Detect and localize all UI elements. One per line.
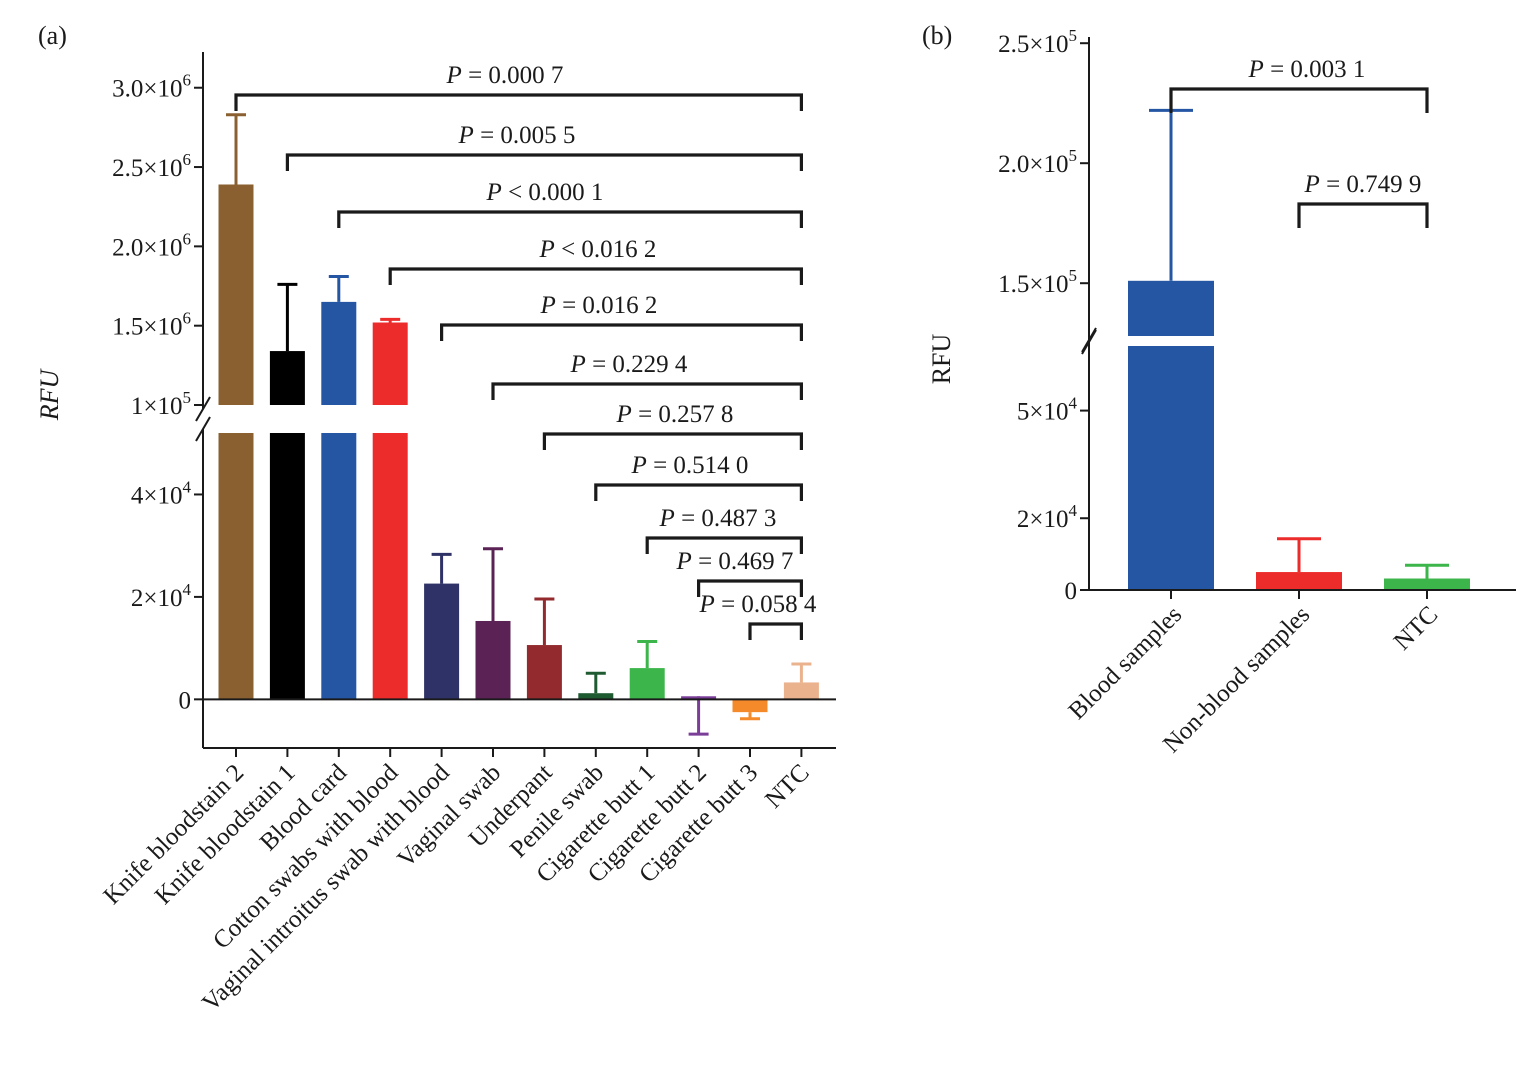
panel-a-bar	[269, 433, 305, 700]
panel-a-p-value-label: P = 0.257 8	[616, 401, 734, 428]
panel-a-significance-bracket	[388, 267, 803, 285]
panel-a-letter: (a)	[38, 21, 67, 50]
panel-b-axis-break-mark	[1081, 329, 1097, 355]
panel-a-bar	[424, 583, 460, 700]
panel-b-y-axis-title: RFU	[927, 333, 956, 384]
panel-a-y-tick-label: 2.5×106	[112, 150, 191, 182]
panel-b-significance-bracket	[1297, 202, 1429, 228]
panel-a-bar	[269, 351, 305, 405]
panel-b-x-tick-label: Blood samples	[1064, 601, 1188, 725]
panel-a-significance-bracket	[594, 483, 803, 501]
panel-a-significance-bracket	[697, 579, 803, 597]
panel-a-p-value-label: P = 0.016 2	[540, 292, 658, 319]
panel-a-bar	[475, 620, 511, 700]
panel-a-bar	[218, 184, 254, 405]
panel-b-bar	[1128, 280, 1214, 336]
panel-a-y-axis-title: RFU	[35, 368, 64, 422]
panel-a-bar	[372, 433, 408, 700]
panel-b-significance-bracket	[1169, 87, 1429, 113]
panel-a-p-value-label: P < 0.016 2	[539, 236, 657, 263]
panel-a-p-value-label: P < 0.000 1	[486, 179, 604, 206]
panel-b-axis-break-mark	[1081, 327, 1097, 353]
panel-b-bar	[1256, 572, 1342, 590]
panel-a-p-value-label: P = 0.000 7	[446, 62, 564, 89]
panel-b-p-value-label: P = 0.749 9	[1304, 171, 1422, 198]
panel-a-bar	[218, 433, 254, 700]
panel-a-p-value-label: P = 0.229 4	[570, 351, 688, 378]
panel-b-y-tick-label: 2.5×105	[998, 26, 1077, 58]
panel-a-significance-bracket	[440, 323, 803, 341]
panel-b-letter: (b)	[922, 21, 952, 50]
panel-b-p-value-label: P = 0.003 1	[1248, 56, 1366, 83]
panel-a-y-tick-label: 2.0×106	[112, 229, 191, 261]
panel-b-bar	[1384, 578, 1470, 590]
panel-b-y-tick-label: 2.0×105	[998, 146, 1077, 178]
panel-b-x-tick-label: NTC	[1389, 601, 1443, 655]
panel-a-significance-bracket	[491, 382, 803, 400]
panel-a-bar	[783, 682, 819, 700]
panel-a-bar	[321, 433, 357, 700]
panel-a-significance-bracket	[748, 622, 803, 640]
panel-b-y-tick-label: 1.5×105	[998, 266, 1077, 298]
panel-a-y-tick-label: 1×105	[131, 388, 191, 420]
panel-a-axis-break-mark	[195, 396, 211, 422]
panel-a-bar	[629, 668, 665, 700]
panel-a-p-value-label: P = 0.514 0	[631, 452, 749, 479]
panel-b-bar	[1128, 346, 1214, 590]
panel-a-significance-bracket	[542, 432, 803, 450]
panel-b-y-tick-label: 2×104	[1017, 501, 1078, 533]
panel-b-chart: 0 2×104 5×104 1.5×105 2.0×105 2.5×105 RFU Blood…	[927, 26, 1516, 758]
panel-a-significance-bracket	[234, 93, 803, 111]
panel-a-p-value-label: P = 0.058 4	[699, 591, 817, 618]
panel-a-axis-break-mark	[195, 416, 211, 442]
panel-a-p-value-label: P = 0.005 5	[458, 122, 576, 149]
panel-a-y-tick-label: 2×104	[131, 580, 192, 612]
panel-a-bar	[578, 693, 614, 700]
panel-a-significance-bracket	[645, 536, 803, 554]
panel-a-y-tick-label: 1.5×106	[112, 309, 191, 341]
panel-a-significance-bracket	[337, 210, 803, 228]
panel-a-y-tick-label: 3.0×106	[112, 71, 191, 103]
panel-a-x-tick-label: NTC	[760, 759, 814, 813]
panel-a-bar	[526, 645, 562, 700]
panel-a-bar	[732, 699, 768, 713]
panel-a-y-tick-label: 0	[179, 687, 192, 714]
panel-b-y-tick-label: 0	[1065, 578, 1078, 605]
panel-a-y-tick-label: 4×104	[131, 477, 192, 509]
panel-a-p-value-label: P = 0.487 3	[659, 505, 777, 532]
panel-a-bar	[321, 301, 357, 405]
panel-a-chart: 0 2×104 4×104 1×105 1.5×106 2.0×106 2.5×106 3.0…	[35, 52, 836, 1017]
panel-b-y-tick-label: 5×104	[1017, 394, 1078, 426]
panel-a-significance-bracket	[285, 153, 803, 171]
panel-a-p-value-label: P = 0.469 7	[676, 548, 794, 575]
panel-a-bar	[372, 322, 408, 405]
